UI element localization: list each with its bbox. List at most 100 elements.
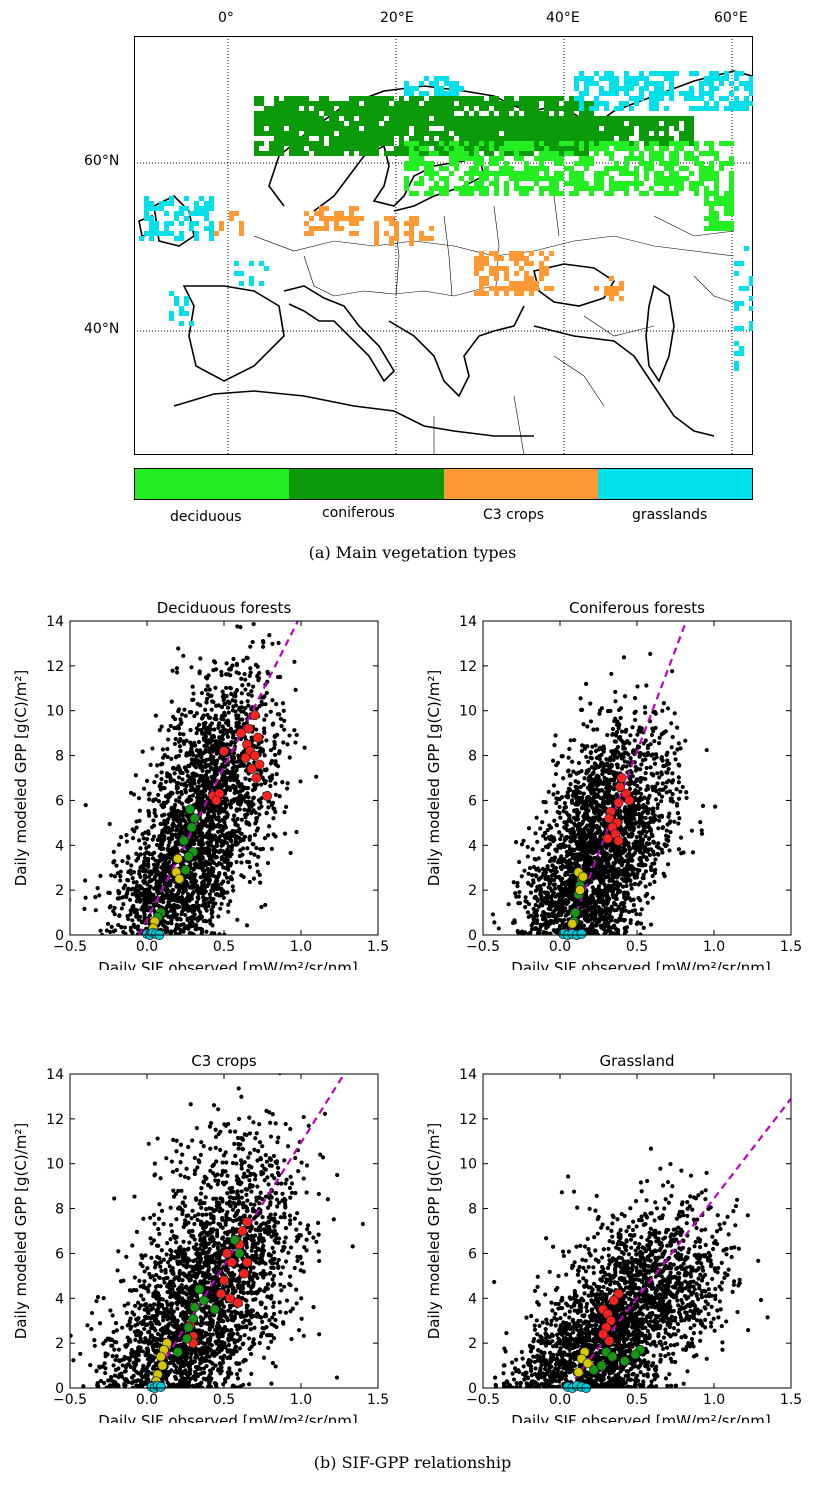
- data-point: [211, 795, 222, 806]
- vegetation-cell: [579, 146, 584, 151]
- data-point: [239, 1268, 249, 1279]
- vegetation-cell: [329, 116, 334, 121]
- vegetation-cell: [269, 141, 274, 146]
- vegetation-cell: [639, 136, 644, 141]
- vegetation-cell: [249, 281, 254, 286]
- vegetation-cell: [419, 116, 424, 121]
- vegetation-cell: [664, 166, 669, 171]
- vegetation-cell: [554, 141, 559, 146]
- vegetation-cell: [304, 96, 309, 101]
- vegetation-cell: [204, 201, 209, 206]
- vegetation-cell: [204, 211, 209, 216]
- vegetation-cell: [474, 181, 479, 186]
- data-point: [242, 1257, 253, 1268]
- vegetation-cell: [579, 111, 584, 116]
- vegetation-cell: [709, 211, 714, 216]
- vegetation-cell: [474, 261, 479, 266]
- vegetation-cell: [554, 121, 559, 126]
- vegetation-cell: [374, 101, 379, 106]
- vegetation-cell: [569, 101, 574, 106]
- vegetation-cell: [664, 136, 669, 141]
- vegetation-cell: [704, 81, 709, 86]
- vegetation-cell: [294, 121, 299, 126]
- vegetation-cell: [539, 276, 544, 281]
- vegetation-cell: [639, 126, 644, 131]
- vegetation-cell: [474, 131, 479, 136]
- vegetation-cell: [614, 141, 619, 146]
- vegetation-cell: [469, 166, 474, 171]
- vegetation-cell: [354, 221, 359, 226]
- vegetation-cell: [629, 151, 634, 156]
- vegetation-cell: [599, 101, 604, 106]
- vegetation-cell: [394, 226, 399, 231]
- vegetation-cell: [504, 151, 509, 156]
- vegetation-cell: [574, 76, 579, 81]
- y-tick-label: 4: [55, 1291, 64, 1307]
- vegetation-cell: [269, 111, 274, 116]
- vegetation-cell: [249, 276, 254, 281]
- vegetation-cell: [579, 71, 584, 76]
- vegetation-cell: [679, 136, 684, 141]
- vegetation-cell: [674, 176, 679, 181]
- vegetation-cell: [569, 181, 574, 186]
- vegetation-cell: [659, 136, 664, 141]
- vegetation-cell: [724, 141, 729, 146]
- vegetation-cell: [484, 281, 489, 286]
- vegetation-cell: [534, 136, 539, 141]
- vegetation-cell: [194, 221, 199, 226]
- vegetation-cell: [704, 226, 709, 231]
- vegetation-cell: [579, 96, 584, 101]
- vegetation-cell: [179, 231, 184, 236]
- vegetation-cell: [199, 196, 204, 201]
- vegetation-cell: [439, 191, 444, 196]
- vegetation-cell: [414, 86, 419, 91]
- vegetation-cell: [494, 101, 499, 106]
- vegetation-cell: [594, 176, 599, 181]
- vegetation-cell: [484, 176, 489, 181]
- vegetation-cell: [529, 166, 534, 171]
- vegetation-cell: [419, 126, 424, 131]
- vegetation-cell: [579, 126, 584, 131]
- vegetation-cell: [369, 131, 374, 136]
- vegetation-cell: [569, 176, 574, 181]
- vegetation-cell: [484, 131, 489, 136]
- vegetation-cell: [624, 156, 629, 161]
- vegetation-cell: [629, 96, 634, 101]
- x-tick-label: 0.0: [549, 1392, 571, 1408]
- vegetation-cell: [724, 161, 729, 166]
- vegetation-cell: [719, 201, 724, 206]
- vegetation-cell: [524, 171, 529, 176]
- vegetation-cell: [444, 151, 449, 156]
- y-axis-label: Daily modeled GPP [g(C)/m²]: [12, 1123, 30, 1340]
- vegetation-cell: [604, 91, 609, 96]
- vegetation-cell: [419, 231, 424, 236]
- vegetation-cell: [349, 101, 354, 106]
- vegetation-cell: [654, 181, 659, 186]
- vegetation-cell: [709, 151, 714, 156]
- vegetation-cell: [624, 141, 629, 146]
- vegetation-cell: [144, 206, 149, 211]
- vegetation-cell: [634, 156, 639, 161]
- vegetation-cell: [624, 181, 629, 186]
- vegetation-cell: [319, 96, 324, 101]
- vegetation-cell: [304, 221, 309, 226]
- vegetation-cell: [354, 216, 359, 221]
- vegetation-cell: [749, 101, 753, 106]
- vegetation-cell: [624, 126, 629, 131]
- vegetation-cell: [469, 131, 474, 136]
- vegetation-cell: [309, 101, 314, 106]
- vegetation-cell: [529, 116, 534, 121]
- vegetation-cell: [259, 281, 264, 286]
- vegetation-cell: [509, 101, 514, 106]
- vegetation-cell: [469, 176, 474, 181]
- vegetation-cell: [454, 141, 459, 146]
- vegetation-cell: [564, 151, 569, 156]
- vegetation-cell: [564, 121, 569, 126]
- vegetation-cell: [674, 121, 679, 126]
- vegetation-cell: [609, 136, 614, 141]
- vegetation-cell: [639, 96, 644, 101]
- vegetation-cell: [584, 116, 589, 121]
- vegetation-cell: [599, 116, 604, 121]
- vegetation-cell: [694, 161, 699, 166]
- vegetation-cell: [369, 101, 374, 106]
